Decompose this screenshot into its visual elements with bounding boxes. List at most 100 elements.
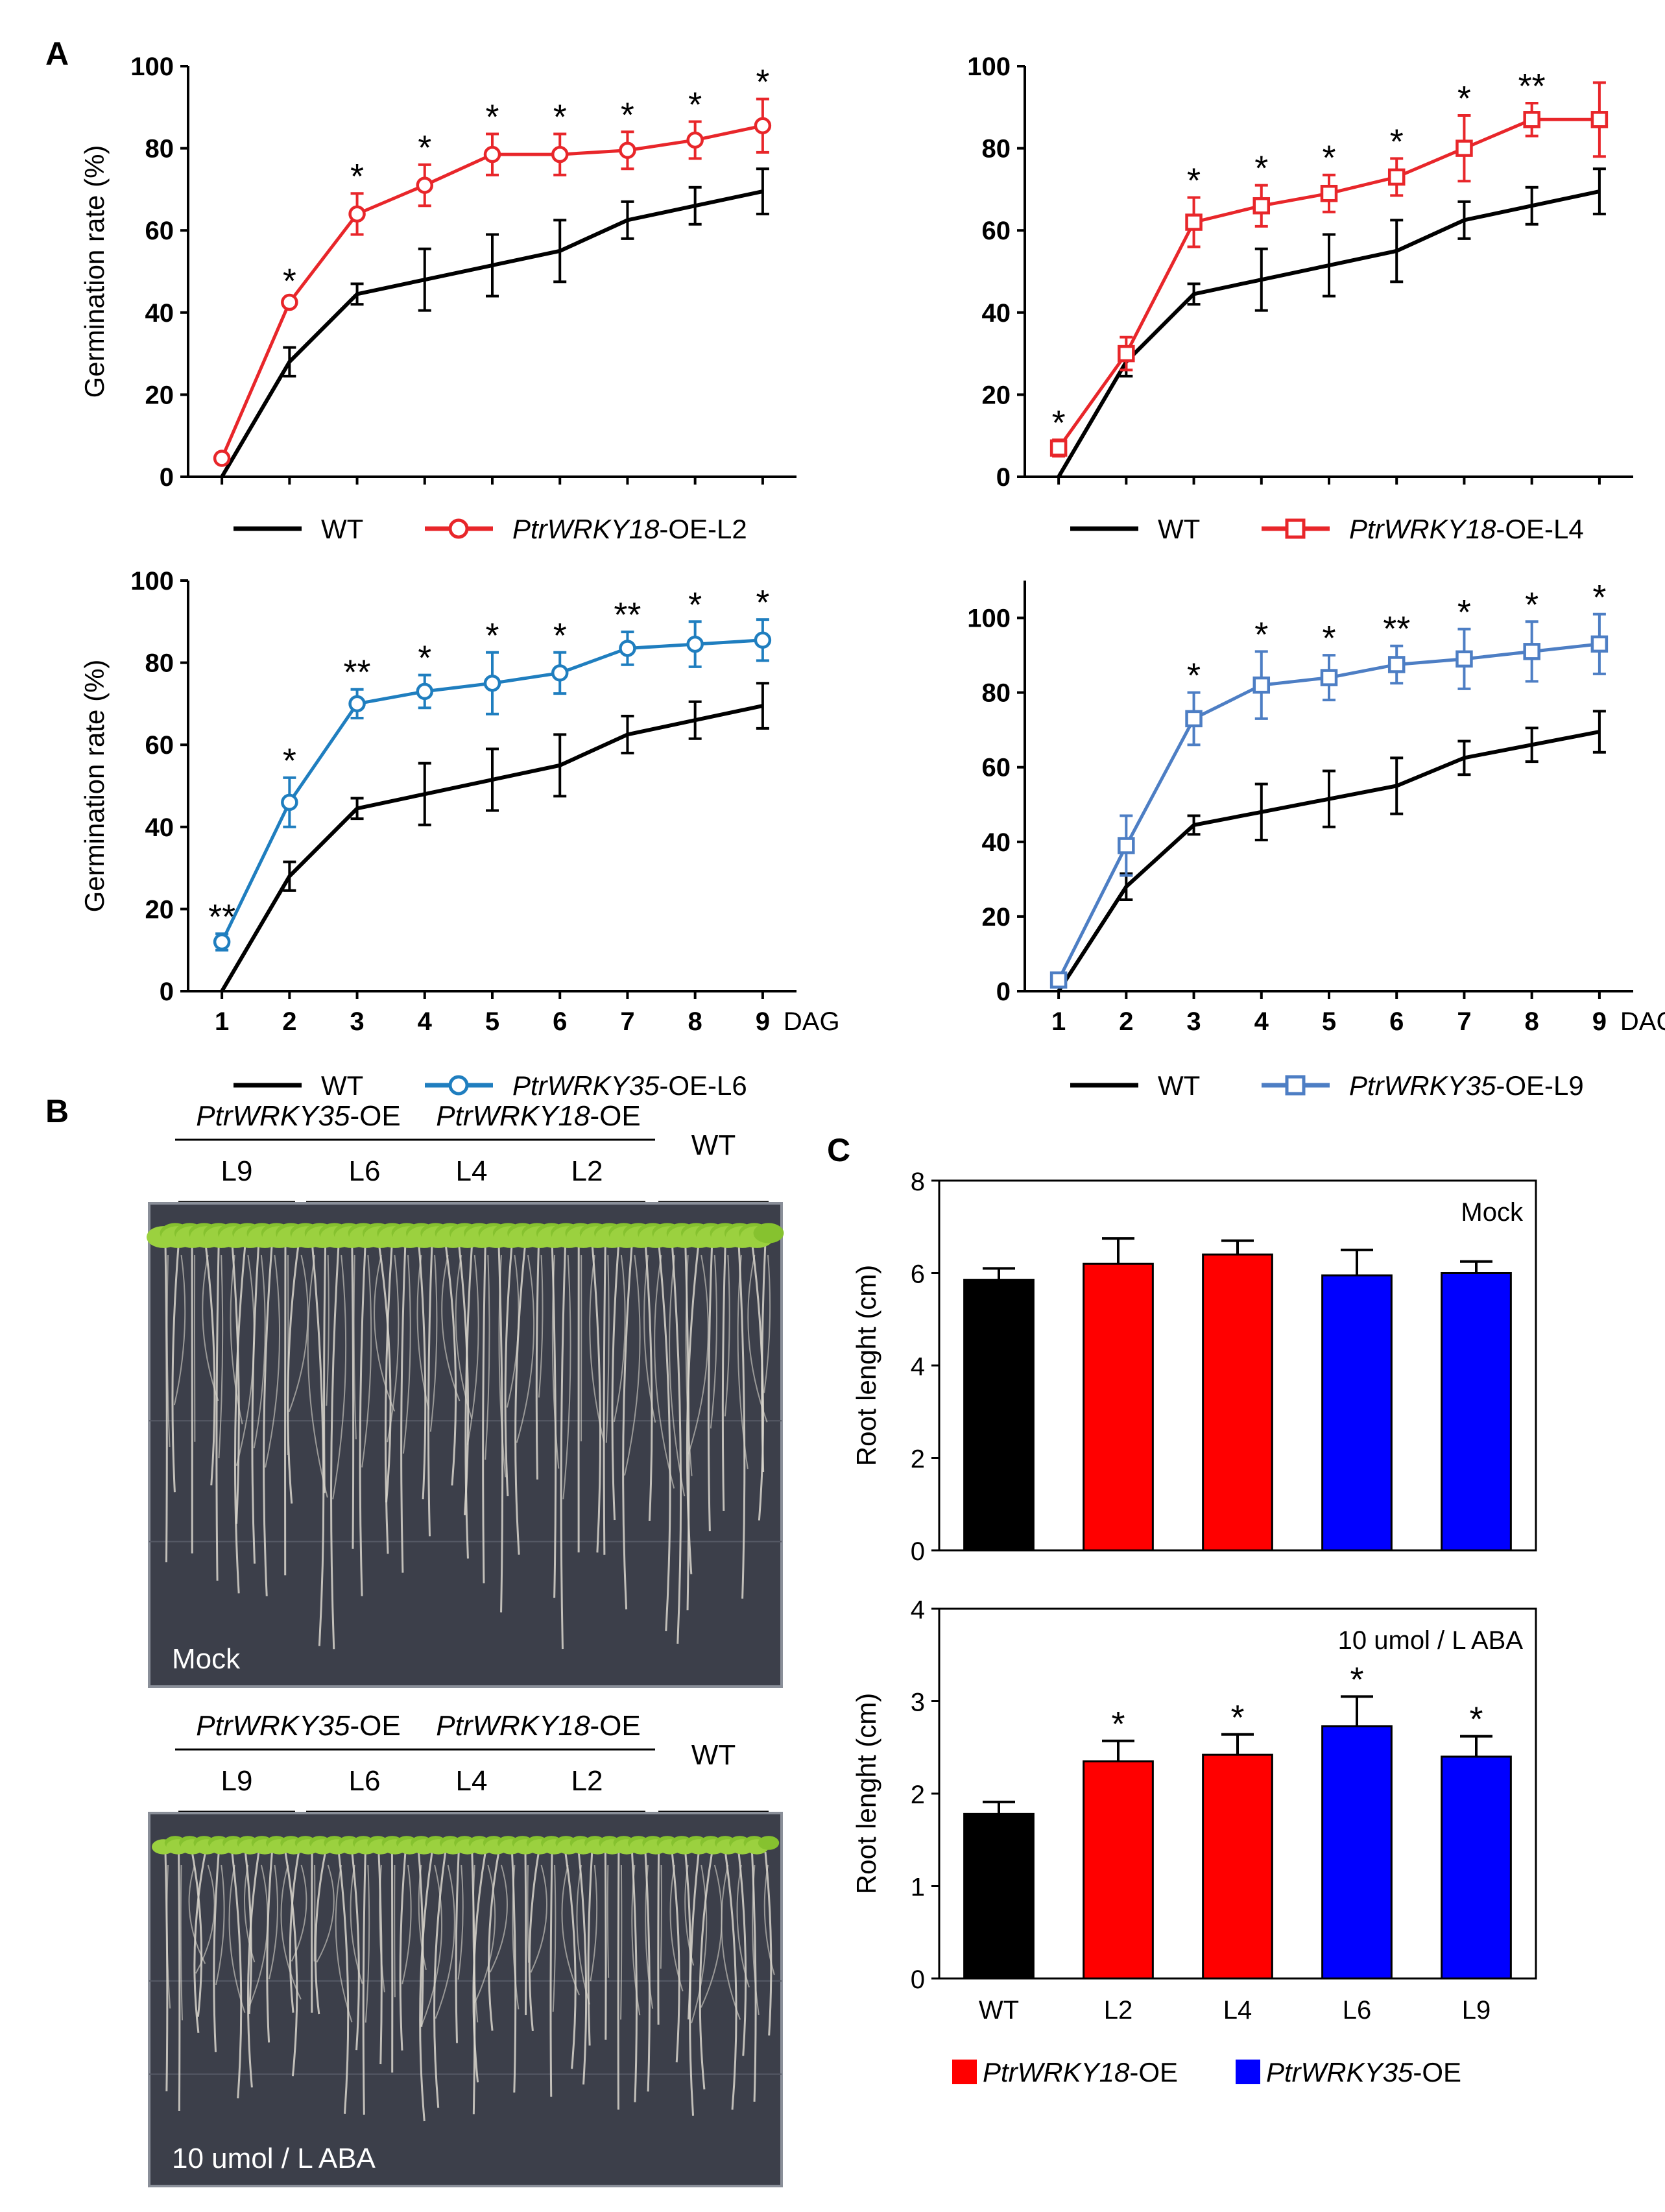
y-tick-label: 40 — [982, 828, 1011, 857]
y-tick-label: 3 — [911, 1689, 925, 1717]
root — [263, 1242, 273, 1596]
data-point — [1118, 837, 1135, 854]
y-axis-label: Root lenght (cm) — [851, 1693, 881, 1894]
data-point — [213, 933, 231, 951]
root — [527, 1864, 529, 1963]
photo-line-label: L4 — [456, 1765, 488, 1797]
root — [685, 1255, 693, 1476]
root — [399, 1851, 407, 2051]
y-tick-label: 20 — [145, 895, 174, 924]
data-point — [416, 682, 434, 701]
root — [268, 1864, 278, 1980]
x-tick-label: L9 — [1462, 1996, 1491, 2025]
root — [551, 1255, 560, 1469]
root — [538, 1255, 544, 1398]
root — [384, 1242, 393, 1554]
root — [188, 1864, 206, 1964]
y-tick-label: 0 — [911, 1966, 925, 1994]
significance-marker: * — [418, 128, 431, 167]
root — [287, 1242, 300, 1504]
x-tick-label: 4 — [418, 1007, 433, 1036]
photo-line-label: L9 — [221, 1765, 253, 1797]
photo-header-35: PtrWRKY35-OE — [196, 1710, 400, 1742]
root — [228, 1864, 246, 2014]
root — [552, 1864, 557, 2012]
data-point — [1252, 197, 1271, 215]
root — [630, 1851, 638, 2102]
root — [323, 1242, 327, 1493]
data-point — [686, 635, 704, 653]
y-axis-label: Germination rate (%) — [79, 145, 110, 398]
bar — [1321, 1725, 1393, 1980]
leaf — [753, 1223, 784, 1244]
root — [374, 1255, 396, 1412]
x-tick-label: 5 — [485, 1007, 499, 1036]
root — [686, 1242, 700, 1574]
data-point — [551, 145, 569, 163]
photo-gene-35: PtrWRKY35 — [196, 1710, 350, 1742]
photo-line-label: L4 — [456, 1155, 488, 1187]
significance-marker: * — [283, 741, 296, 780]
legend-suffix-35: -OE — [1413, 2057, 1461, 2087]
root — [473, 1864, 496, 2004]
data-point — [1320, 669, 1338, 686]
root — [761, 1242, 767, 1473]
y-tick-label: 0 — [996, 978, 1011, 1006]
y-tick-label: 40 — [982, 299, 1011, 328]
root — [466, 1255, 479, 1445]
root — [485, 1255, 490, 1460]
data-point — [1320, 184, 1338, 202]
root — [589, 1255, 605, 1442]
significance-marker: * — [1254, 615, 1268, 654]
data-point — [1185, 710, 1203, 728]
root — [251, 1242, 260, 1564]
root — [472, 1851, 486, 2083]
germination-chart-l9: 020406080100123456789DAG********WTPtrWRK… — [967, 578, 1665, 1101]
significance-marker: * — [1525, 585, 1539, 624]
root — [418, 1242, 427, 1500]
photo-line-label: L9 — [221, 1155, 253, 1187]
y-tick-label: 100 — [130, 53, 174, 81]
data-point — [1590, 111, 1609, 128]
legend-gene: PtrWRKY35 — [1349, 1070, 1496, 1101]
root — [514, 1242, 527, 1555]
y-tick-label: 4 — [911, 1596, 925, 1624]
root — [193, 1851, 207, 2033]
y-tick-label: 40 — [145, 299, 174, 328]
x-tick-label: 3 — [1186, 1007, 1201, 1036]
germination-chart-l2: Germination rate (%) 0 20 40 60 80 100 * * * * * * * *… — [79, 53, 797, 544]
root — [365, 1864, 370, 2023]
legend-marker — [448, 518, 469, 539]
y-tick-label: 40 — [145, 813, 174, 842]
root — [247, 1851, 260, 2087]
data-point — [1049, 439, 1068, 457]
legend-suffix: -OE-L6 — [659, 1070, 747, 1101]
root — [215, 1242, 220, 1581]
data-point — [213, 450, 231, 467]
root — [512, 1864, 520, 2010]
root — [671, 1242, 682, 1644]
agar-plate — [148, 1812, 783, 2187]
root — [204, 1242, 216, 1485]
data-point — [1185, 213, 1203, 231]
root — [429, 1255, 438, 1432]
data-point — [1118, 344, 1135, 363]
legend-label-35: PtrWRKY35-OE — [1266, 2057, 1461, 2087]
root — [215, 1864, 225, 1986]
root — [455, 1851, 460, 2043]
legend-marker — [1285, 518, 1306, 539]
legend-suffix: -OE-L4 — [1496, 514, 1583, 544]
photo-suffix-35: -OE — [350, 1100, 400, 1132]
photo-line-label: L6 — [349, 1155, 381, 1187]
significance-marker: * — [553, 97, 567, 136]
bar — [1441, 1755, 1512, 1980]
data-point — [348, 205, 366, 223]
root — [166, 1255, 171, 1447]
root — [332, 1255, 347, 1500]
significance-marker: * — [1390, 122, 1404, 161]
x-tick-label: 1 — [1051, 1007, 1066, 1036]
root — [688, 1255, 709, 1455]
root — [747, 1255, 768, 1423]
root — [231, 1851, 243, 2098]
